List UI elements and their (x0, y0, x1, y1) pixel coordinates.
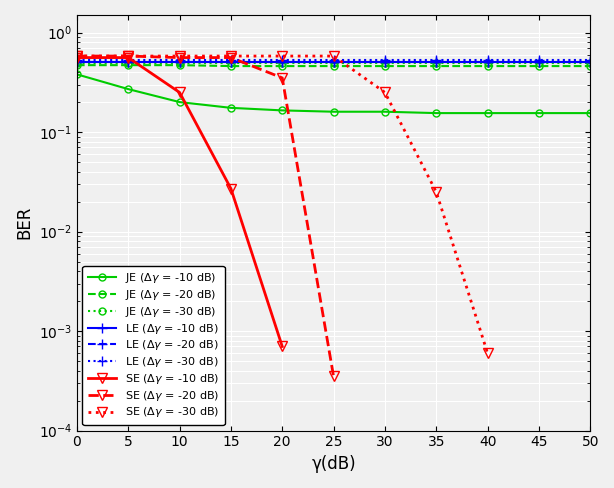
LE ($\Delta\gamma$ = -10 dB) (586, 59, 594, 65)
LE ($\Delta\gamma$ = -20 dB) (586, 59, 594, 65)
JE ($\Delta\gamma$ = -10 dB) (535, 110, 543, 116)
JE ($\Delta\gamma$ = -20 dB) (125, 62, 132, 68)
Line: SE ($\Delta\gamma$ = -10 dB): SE ($\Delta\gamma$ = -10 dB) (72, 53, 287, 351)
JE ($\Delta\gamma$ = -10 dB) (73, 71, 80, 77)
LE ($\Delta\gamma$ = -20 dB) (279, 59, 286, 65)
LE ($\Delta\gamma$ = -10 dB) (73, 59, 80, 65)
LE ($\Delta\gamma$ = -20 dB) (535, 59, 543, 65)
JE ($\Delta\gamma$ = -30 dB) (279, 61, 286, 66)
LE ($\Delta\gamma$ = -30 dB) (433, 57, 440, 63)
SE ($\Delta\gamma$ = -10 dB) (125, 55, 132, 61)
JE ($\Delta\gamma$ = -10 dB) (279, 107, 286, 113)
LE ($\Delta\gamma$ = -10 dB) (279, 59, 286, 65)
JE ($\Delta\gamma$ = -20 dB) (433, 63, 440, 69)
Line: JE ($\Delta\gamma$ = -30 dB): JE ($\Delta\gamma$ = -30 dB) (74, 60, 594, 67)
LE ($\Delta\gamma$ = -20 dB) (330, 59, 337, 65)
JE ($\Delta\gamma$ = -10 dB) (484, 110, 491, 116)
LE ($\Delta\gamma$ = -10 dB) (176, 59, 183, 65)
JE ($\Delta\gamma$ = -30 dB) (586, 61, 594, 66)
LE ($\Delta\gamma$ = -20 dB) (73, 59, 80, 65)
JE ($\Delta\gamma$ = -10 dB) (176, 99, 183, 105)
JE ($\Delta\gamma$ = -10 dB) (125, 86, 132, 92)
JE ($\Delta\gamma$ = -20 dB) (330, 63, 337, 69)
SE ($\Delta\gamma$ = -30 dB) (73, 53, 80, 59)
LE ($\Delta\gamma$ = -20 dB) (381, 59, 389, 65)
LE ($\Delta\gamma$ = -20 dB) (433, 59, 440, 65)
Line: JE ($\Delta\gamma$ = -20 dB): JE ($\Delta\gamma$ = -20 dB) (74, 61, 594, 70)
SE ($\Delta\gamma$ = -20 dB) (176, 55, 183, 61)
JE ($\Delta\gamma$ = -30 dB) (73, 61, 80, 66)
JE ($\Delta\gamma$ = -20 dB) (381, 63, 389, 69)
SE ($\Delta\gamma$ = -10 dB) (227, 186, 235, 192)
JE ($\Delta\gamma$ = -20 dB) (586, 63, 594, 69)
SE ($\Delta\gamma$ = -10 dB) (279, 344, 286, 349)
LE ($\Delta\gamma$ = -10 dB) (535, 59, 543, 65)
JE ($\Delta\gamma$ = -30 dB) (535, 61, 543, 66)
SE ($\Delta\gamma$ = -10 dB) (176, 89, 183, 95)
LE ($\Delta\gamma$ = -30 dB) (381, 57, 389, 63)
LE ($\Delta\gamma$ = -30 dB) (73, 57, 80, 63)
SE ($\Delta\gamma$ = -10 dB) (73, 55, 80, 61)
JE ($\Delta\gamma$ = -30 dB) (484, 61, 491, 66)
Line: SE ($\Delta\gamma$ = -30 dB): SE ($\Delta\gamma$ = -30 dB) (72, 51, 492, 358)
JE ($\Delta\gamma$ = -20 dB) (279, 63, 286, 69)
Line: LE ($\Delta\gamma$ = -20 dB): LE ($\Delta\gamma$ = -20 dB) (72, 57, 595, 67)
SE ($\Delta\gamma$ = -30 dB) (279, 53, 286, 59)
LE ($\Delta\gamma$ = -30 dB) (227, 57, 235, 63)
LE ($\Delta\gamma$ = -30 dB) (279, 57, 286, 63)
X-axis label: γ(dB): γ(dB) (311, 455, 356, 473)
LE ($\Delta\gamma$ = -10 dB) (484, 59, 491, 65)
LE ($\Delta\gamma$ = -20 dB) (227, 59, 235, 65)
JE ($\Delta\gamma$ = -30 dB) (433, 61, 440, 66)
LE ($\Delta\gamma$ = -10 dB) (433, 59, 440, 65)
Line: JE ($\Delta\gamma$ = -10 dB): JE ($\Delta\gamma$ = -10 dB) (74, 71, 594, 117)
JE ($\Delta\gamma$ = -10 dB) (330, 109, 337, 115)
SE ($\Delta\gamma$ = -30 dB) (227, 53, 235, 59)
SE ($\Delta\gamma$ = -30 dB) (125, 53, 132, 59)
SE ($\Delta\gamma$ = -20 dB) (73, 53, 80, 59)
LE ($\Delta\gamma$ = -30 dB) (125, 57, 132, 63)
Line: SE ($\Delta\gamma$ = -20 dB): SE ($\Delta\gamma$ = -20 dB) (72, 51, 338, 381)
JE ($\Delta\gamma$ = -30 dB) (330, 61, 337, 66)
LE ($\Delta\gamma$ = -30 dB) (484, 57, 491, 63)
JE ($\Delta\gamma$ = -20 dB) (227, 63, 235, 69)
SE ($\Delta\gamma$ = -30 dB) (330, 53, 337, 59)
JE ($\Delta\gamma$ = -30 dB) (227, 61, 235, 66)
LE ($\Delta\gamma$ = -30 dB) (176, 57, 183, 63)
LE ($\Delta\gamma$ = -30 dB) (535, 57, 543, 63)
LE ($\Delta\gamma$ = -10 dB) (125, 59, 132, 65)
SE ($\Delta\gamma$ = -20 dB) (125, 53, 132, 59)
LE ($\Delta\gamma$ = -30 dB) (330, 57, 337, 63)
SE ($\Delta\gamma$ = -30 dB) (381, 89, 389, 95)
SE ($\Delta\gamma$ = -20 dB) (227, 55, 235, 61)
Y-axis label: BER: BER (15, 206, 33, 240)
SE ($\Delta\gamma$ = -20 dB) (279, 75, 286, 81)
Line: LE ($\Delta\gamma$ = -30 dB): LE ($\Delta\gamma$ = -30 dB) (72, 55, 595, 65)
SE ($\Delta\gamma$ = -30 dB) (433, 189, 440, 195)
LE ($\Delta\gamma$ = -10 dB) (227, 59, 235, 65)
JE ($\Delta\gamma$ = -20 dB) (535, 63, 543, 69)
JE ($\Delta\gamma$ = -30 dB) (381, 61, 389, 66)
LE ($\Delta\gamma$ = -20 dB) (125, 59, 132, 65)
JE ($\Delta\gamma$ = -20 dB) (484, 63, 491, 69)
LE ($\Delta\gamma$ = -20 dB) (484, 59, 491, 65)
JE ($\Delta\gamma$ = -30 dB) (125, 61, 132, 66)
JE ($\Delta\gamma$ = -10 dB) (433, 110, 440, 116)
SE ($\Delta\gamma$ = -30 dB) (176, 53, 183, 59)
Legend: JE ($\Delta\gamma$ = -10 dB), JE ($\Delta\gamma$ = -20 dB), JE ($\Delta\gamma$ =: JE ($\Delta\gamma$ = -10 dB), JE ($\Delt… (82, 265, 225, 425)
SE ($\Delta\gamma$ = -20 dB) (330, 373, 337, 379)
JE ($\Delta\gamma$ = -10 dB) (227, 105, 235, 111)
LE ($\Delta\gamma$ = -10 dB) (381, 59, 389, 65)
JE ($\Delta\gamma$ = -10 dB) (586, 110, 594, 116)
Line: LE ($\Delta\gamma$ = -10 dB): LE ($\Delta\gamma$ = -10 dB) (72, 57, 595, 67)
LE ($\Delta\gamma$ = -30 dB) (586, 57, 594, 63)
JE ($\Delta\gamma$ = -10 dB) (381, 109, 389, 115)
JE ($\Delta\gamma$ = -20 dB) (176, 62, 183, 68)
JE ($\Delta\gamma$ = -20 dB) (73, 62, 80, 68)
LE ($\Delta\gamma$ = -10 dB) (330, 59, 337, 65)
JE ($\Delta\gamma$ = -30 dB) (176, 61, 183, 66)
LE ($\Delta\gamma$ = -20 dB) (176, 59, 183, 65)
SE ($\Delta\gamma$ = -30 dB) (484, 350, 491, 356)
